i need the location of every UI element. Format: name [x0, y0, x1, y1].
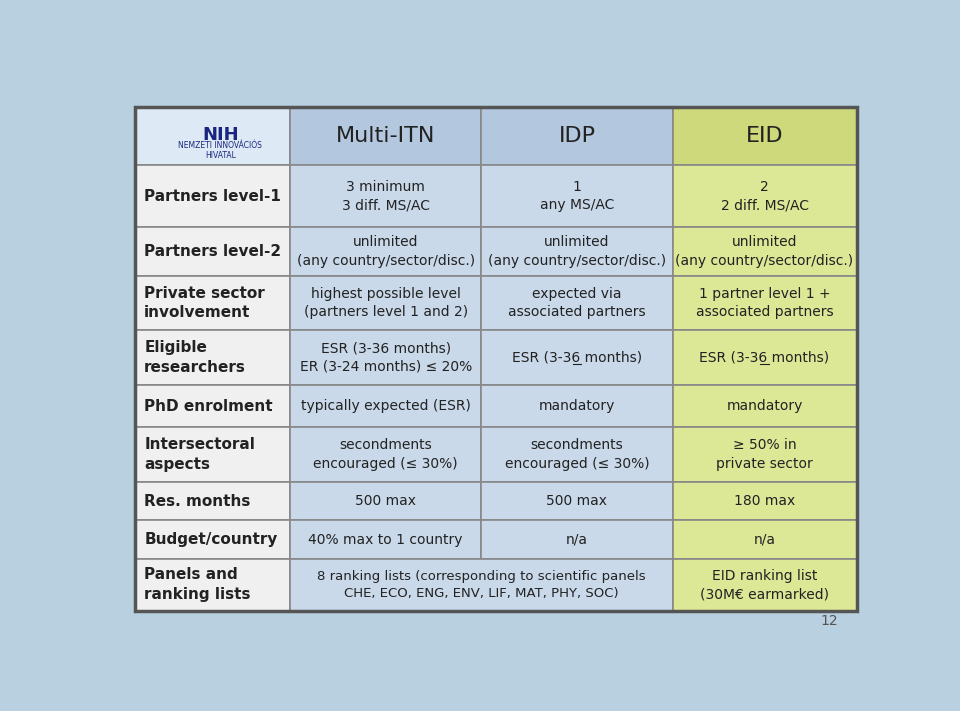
Text: 8 ranking lists (corresponding to scientific panels
CHE, ECO, ENG, ENV, LIF, MAT: 8 ranking lists (corresponding to scient… — [317, 570, 645, 600]
Text: ESR (3-36 months)
ER (3-24 months) ≤ 20%: ESR (3-36 months) ER (3-24 months) ≤ 20% — [300, 341, 471, 374]
Bar — [134, 427, 290, 482]
Text: Panels and
ranking lists: Panels and ranking lists — [144, 567, 251, 602]
Bar — [673, 228, 856, 276]
Text: Eligible
researchers: Eligible researchers — [144, 340, 246, 375]
Bar — [290, 228, 481, 276]
Text: 3 minimum
3 diff. MS/AC: 3 minimum 3 diff. MS/AC — [342, 180, 430, 213]
Text: n/a: n/a — [754, 533, 776, 547]
Text: secondments
encouraged (≤ 30%): secondments encouraged (≤ 30%) — [313, 439, 458, 471]
Bar — [673, 559, 856, 611]
Bar — [290, 482, 481, 520]
Text: EID ranking list
(30M€ earmarked): EID ranking list (30M€ earmarked) — [700, 569, 829, 601]
Bar — [290, 331, 481, 385]
Bar — [134, 276, 290, 331]
Text: 1
any MS/AC: 1 any MS/AC — [540, 180, 614, 213]
Bar — [134, 385, 290, 427]
Text: n/a: n/a — [565, 533, 588, 547]
Text: secondments
encouraged (≤ 30%): secondments encouraged (≤ 30%) — [505, 439, 649, 471]
Bar — [290, 427, 481, 482]
Text: 500 max: 500 max — [355, 494, 417, 508]
Bar — [673, 165, 856, 228]
Text: 180 max: 180 max — [734, 494, 795, 508]
Text: Partners level-2: Partners level-2 — [144, 244, 281, 259]
Text: Res. months: Res. months — [144, 493, 251, 508]
Bar — [134, 559, 290, 611]
Text: PhD enrolment: PhD enrolment — [144, 399, 273, 414]
Text: 500 max: 500 max — [546, 494, 608, 508]
Text: mandatory: mandatory — [727, 399, 803, 413]
Text: IDP: IDP — [559, 126, 595, 146]
Bar — [481, 427, 673, 482]
Bar — [481, 107, 673, 165]
Text: Private sector
involvement: Private sector involvement — [144, 286, 265, 321]
Bar — [481, 165, 673, 228]
Bar — [134, 482, 290, 520]
Text: NIH: NIH — [202, 126, 238, 144]
Bar — [673, 276, 856, 331]
Bar — [290, 520, 481, 559]
Text: mandatory: mandatory — [539, 399, 615, 413]
Bar — [673, 107, 856, 165]
Bar — [481, 520, 673, 559]
Bar — [134, 165, 290, 228]
Bar — [673, 427, 856, 482]
Bar — [290, 559, 673, 611]
Bar — [290, 165, 481, 228]
Text: unlimited
(any country/sector/disc.): unlimited (any country/sector/disc.) — [488, 235, 666, 268]
Bar — [290, 385, 481, 427]
Bar — [481, 228, 673, 276]
Text: 40% max to 1 country: 40% max to 1 country — [308, 533, 463, 547]
Bar — [134, 107, 290, 165]
Bar — [673, 482, 856, 520]
Text: ESR (3-36 months): ESR (3-36 months) — [700, 351, 829, 365]
Bar — [673, 331, 856, 385]
Text: typically expected (ESR): typically expected (ESR) — [300, 399, 470, 413]
Text: ≥ 50% in
private sector: ≥ 50% in private sector — [716, 439, 813, 471]
Bar — [134, 228, 290, 276]
Text: Partners level-1: Partners level-1 — [144, 188, 281, 204]
Bar — [481, 385, 673, 427]
Bar — [134, 331, 290, 385]
Text: 1 partner level 1 +
associated partners: 1 partner level 1 + associated partners — [696, 287, 833, 319]
Text: Intersectoral
aspects: Intersectoral aspects — [144, 437, 255, 472]
Text: ESR (3-36 months): ESR (3-36 months) — [512, 351, 642, 365]
Bar — [481, 331, 673, 385]
Bar — [290, 107, 481, 165]
Text: 12: 12 — [821, 614, 838, 629]
Text: Multi-ITN: Multi-ITN — [336, 126, 435, 146]
Bar — [134, 520, 290, 559]
Bar — [481, 482, 673, 520]
Text: unlimited
(any country/sector/disc.): unlimited (any country/sector/disc.) — [676, 235, 853, 268]
Text: Budget/country: Budget/country — [144, 532, 277, 547]
Text: unlimited
(any country/sector/disc.): unlimited (any country/sector/disc.) — [297, 235, 475, 268]
Text: expected via
associated partners: expected via associated partners — [508, 287, 646, 319]
Bar — [481, 276, 673, 331]
Bar — [673, 385, 856, 427]
Text: NEMZETI INNOVÁCIÓS
HIVATAL: NEMZETI INNOVÁCIÓS HIVATAL — [179, 141, 262, 161]
Bar — [673, 520, 856, 559]
Bar — [290, 276, 481, 331]
Text: EID: EID — [746, 126, 783, 146]
Text: highest possible level
(partners level 1 and 2): highest possible level (partners level 1… — [303, 287, 468, 319]
Text: 2
2 diff. MS/AC: 2 2 diff. MS/AC — [721, 180, 808, 213]
